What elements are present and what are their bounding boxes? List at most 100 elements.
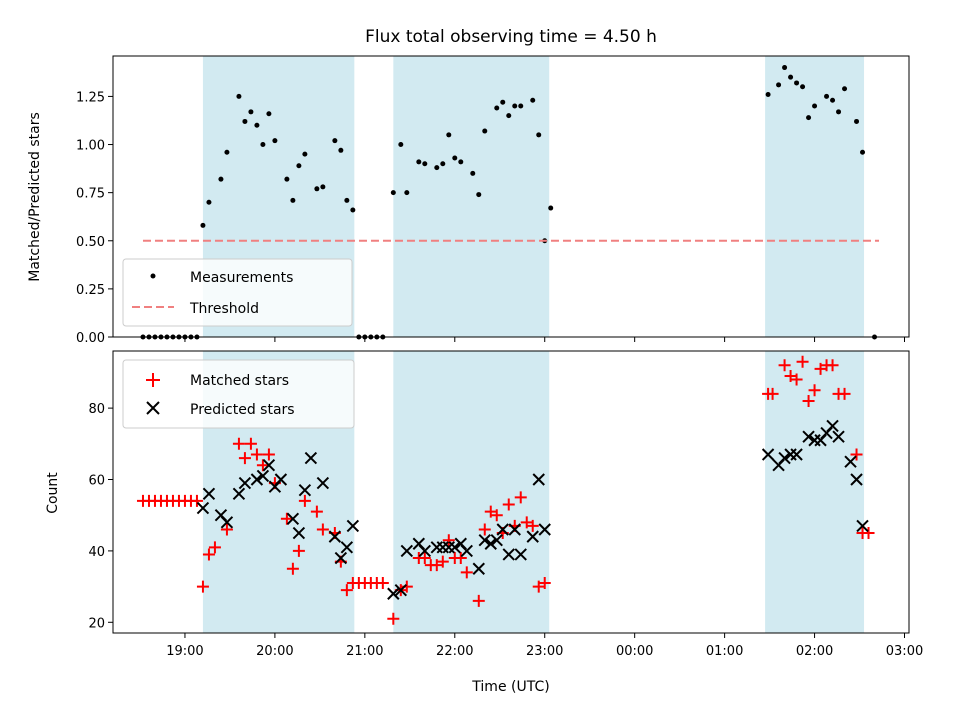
predicted-stars-point	[490, 533, 503, 547]
x-tick-label: 21:00	[346, 644, 383, 659]
y-tick-label: 40	[88, 545, 105, 560]
matched-stars-point	[790, 373, 803, 386]
predicted-stars-point	[394, 583, 408, 597]
matched-stars-point	[478, 523, 491, 536]
measurement-point	[782, 65, 788, 71]
matched-stars-point	[862, 527, 875, 540]
predicted-stars-point	[328, 530, 342, 543]
matched-stars-point	[526, 519, 539, 532]
y-tick-label: 0.50	[76, 235, 105, 250]
measurement-point	[314, 186, 320, 192]
matched-stars-point	[802, 394, 815, 407]
matched-stars-point	[190, 494, 203, 507]
top-axes: 0.00 0.25 0.50 0.75 1.00 1.25	[76, 55, 910, 346]
measurement-point	[242, 118, 248, 124]
predicted-stars-point	[538, 523, 551, 536]
measurement-point	[284, 176, 290, 182]
x-tick-label: 01:00	[706, 644, 743, 659]
matched-stars-point	[514, 491, 527, 504]
predicted-stars-point	[304, 451, 318, 465]
observing-window-band	[393, 56, 550, 337]
plot-frame	[112, 350, 910, 634]
matched-stars-point	[850, 448, 863, 461]
predicted-stars-point	[238, 476, 252, 490]
y-tick-label: 60	[88, 474, 105, 489]
measurement-point	[398, 142, 404, 148]
y-tick-label: 80	[88, 402, 105, 417]
matched-stars-point	[262, 448, 275, 461]
predicted-stars-point	[334, 551, 348, 565]
measurement-point	[422, 161, 428, 167]
observing-window-band	[393, 351, 550, 633]
predicted-stars-point	[850, 473, 863, 486]
measurement-point	[296, 163, 302, 169]
predicted-stars-legend-marker	[146, 401, 160, 415]
measurement-point	[390, 190, 396, 196]
bottom-plot-data	[136, 355, 875, 625]
measurement-point	[416, 159, 422, 165]
measurement-point	[854, 118, 860, 124]
measurements-legend-label: Measurements	[190, 270, 293, 286]
predicted-stars-point	[448, 541, 461, 554]
matched-stars-point	[387, 612, 400, 625]
measurement-point	[458, 159, 464, 165]
predicted-stars-point	[232, 487, 246, 500]
measurement-point	[200, 222, 206, 228]
x-tick-label: 20:00	[256, 644, 293, 659]
measurement-point	[482, 128, 488, 134]
measurement-point	[218, 176, 224, 182]
matched-stars-point	[280, 512, 293, 525]
predicted-stars-point	[856, 519, 869, 533]
top-legend-box	[122, 258, 353, 327]
matched-stars-point	[292, 544, 305, 557]
matched-stars-point	[454, 552, 467, 565]
measurement-point	[548, 205, 554, 211]
predicted-stars-point	[292, 526, 306, 540]
measurement-point	[512, 103, 518, 109]
measurement-point	[776, 82, 782, 88]
measurement-point	[500, 99, 506, 105]
observing-window-band	[765, 56, 865, 337]
matched-stars-legend-marker	[146, 373, 160, 387]
bottom-legend-box	[122, 359, 355, 429]
matched-stars-point	[208, 541, 221, 554]
matched-stars-point	[436, 555, 449, 568]
predicted-stars-point	[790, 448, 803, 461]
matched-stars-point	[766, 387, 779, 400]
matched-stars-point	[400, 580, 413, 593]
measurement-point	[440, 161, 446, 167]
matched-stars-point	[238, 452, 251, 465]
measurement-point	[224, 149, 230, 155]
predicted-stars-point	[478, 533, 491, 547]
measurement-point	[404, 190, 410, 196]
matched-stars-point	[418, 552, 431, 565]
matched-stars-point	[460, 566, 473, 579]
top-y-axis-label: Matched/Predicted stars	[27, 112, 43, 282]
measurement-point	[806, 115, 812, 121]
predicted-stars-point	[400, 544, 414, 558]
measurement-point	[536, 132, 542, 138]
measurement-point	[302, 151, 308, 157]
measurement-point	[788, 74, 794, 80]
predicted-stars-point	[298, 484, 312, 497]
predicted-stars-point	[778, 451, 791, 465]
predicted-stars-point	[514, 548, 527, 561]
predicted-stars-point	[844, 455, 857, 468]
measurement-point	[860, 149, 866, 155]
measurement-point	[794, 80, 800, 86]
matched-stars-point	[490, 509, 503, 522]
predicted-stars-point	[196, 501, 210, 515]
matched-stars-legend-label: Matched stars	[190, 373, 289, 389]
measurement-point	[344, 197, 350, 203]
matched-stars-point	[250, 448, 263, 461]
top-panel: 0.00 0.25 0.50 0.75 1.00 1.25 Matched/Predict…	[27, 55, 910, 346]
matched-stars-point	[196, 580, 209, 593]
measurement-point	[236, 93, 242, 99]
predicted-stars-point	[220, 516, 234, 529]
bottom-panel: 20 40 60 80 19:00 20:00 21:00 22:00 23:00 00:00 01…	[45, 350, 923, 695]
predicted-stars-point	[418, 544, 432, 558]
matched-stars-point	[202, 548, 215, 561]
matched-stars-point	[220, 523, 233, 536]
measurement-point	[518, 103, 524, 109]
